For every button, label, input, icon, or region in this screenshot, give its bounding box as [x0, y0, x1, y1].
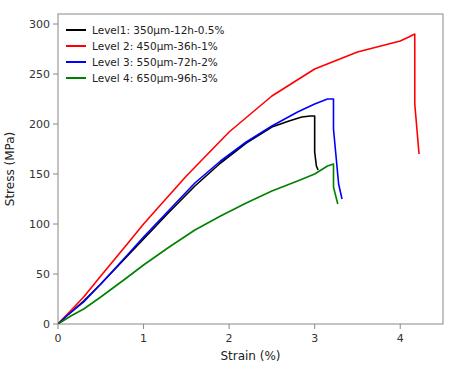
y-tick [53, 124, 58, 125]
x-tick [58, 324, 59, 329]
legend-label: Level 3: 550μm-72h-2% [92, 56, 218, 68]
y-tick-label: 200 [29, 118, 50, 131]
x-tick-label: 3 [311, 332, 318, 345]
y-tick [53, 24, 58, 25]
y-tick-label: 300 [29, 18, 50, 31]
y-tick [53, 224, 58, 225]
series-line [58, 116, 318, 324]
x-tick [314, 324, 315, 329]
x-tick-label: 0 [55, 332, 62, 345]
y-tick-label: 50 [36, 268, 50, 281]
chart: 0 1 2 3 4 0 50 100 150 200 250 300 Strain (%) Stress … [0, 0, 459, 370]
y-tick-label: 150 [29, 168, 50, 181]
x-tick [229, 324, 230, 329]
y-tick [53, 274, 58, 275]
legend-swatch [66, 77, 86, 79]
legend-label: Level 4: 650μm-96h-3% [92, 72, 218, 84]
y-tick [53, 174, 58, 175]
x-tick-label: 4 [397, 332, 404, 345]
plot-area [58, 34, 419, 324]
legend-swatch [66, 29, 86, 31]
y-tick-label: 250 [29, 68, 50, 81]
series-line [58, 34, 419, 324]
y-tick [53, 324, 58, 325]
x-tick-label: 2 [226, 332, 233, 345]
legend: Level1: 350μm-12h-0.5% Level 2: 450μm-36h… [66, 24, 225, 84]
x-tick [143, 324, 144, 329]
legend-swatch [66, 61, 86, 63]
y-tick-label: 0 [43, 318, 50, 331]
y-tick [53, 74, 58, 75]
series-line [58, 99, 342, 324]
legend-swatch [66, 45, 86, 47]
series-line [58, 164, 338, 324]
y-tick-label: 100 [29, 218, 50, 231]
legend-label: Level 2: 450μm-36h-1% [92, 40, 218, 52]
x-axis-label: Strain (%) [220, 349, 280, 363]
legend-label: Level1: 350μm-12h-0.5% [92, 24, 225, 36]
plot-frame [58, 14, 443, 324]
x-tick-label: 1 [140, 332, 147, 345]
x-tick [400, 324, 401, 329]
y-axis-label: Stress (MPa) [3, 132, 17, 206]
